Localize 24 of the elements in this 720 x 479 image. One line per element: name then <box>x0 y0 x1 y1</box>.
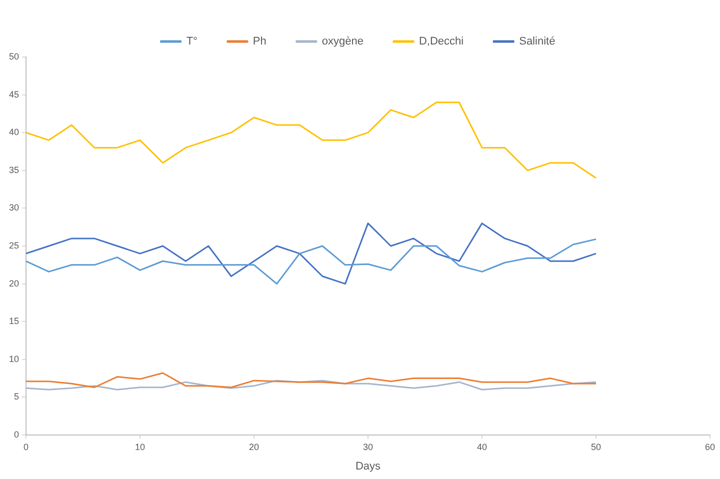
y-tick-label: 20 <box>8 278 20 288</box>
y-tick-label: 35 <box>8 164 20 175</box>
y-tick-label: 25 <box>8 240 20 250</box>
x-tick-label: 20 <box>249 442 260 452</box>
x-tick-label: 50 <box>590 442 602 452</box>
y-tick-label: 50 <box>8 51 20 62</box>
legend-label: Salinité <box>519 36 556 48</box>
y-tick-label: 15 <box>8 316 20 326</box>
legend-label: Ph <box>252 36 266 48</box>
legend-label: D,Decchi <box>418 36 464 48</box>
x-tick-label: 40 <box>476 442 488 452</box>
y-tick-label: 30 <box>8 202 20 213</box>
x-axis-title: Days <box>355 460 382 472</box>
y-tick-label: 0 <box>14 429 20 440</box>
y-tick-label: 10 <box>8 354 20 364</box>
legend-label: T° <box>186 36 198 48</box>
x-tick-label: 60 <box>704 442 716 452</box>
x-tick-label: 30 <box>363 442 374 452</box>
x-tick-label: 10 <box>135 442 146 452</box>
legend-label: oxygène <box>322 36 364 48</box>
y-tick-label: 45 <box>8 89 20 100</box>
y-tick-label: 40 <box>8 127 20 138</box>
x-tick-label: 0 <box>24 442 29 452</box>
y-tick-label: 5 <box>14 392 20 402</box>
